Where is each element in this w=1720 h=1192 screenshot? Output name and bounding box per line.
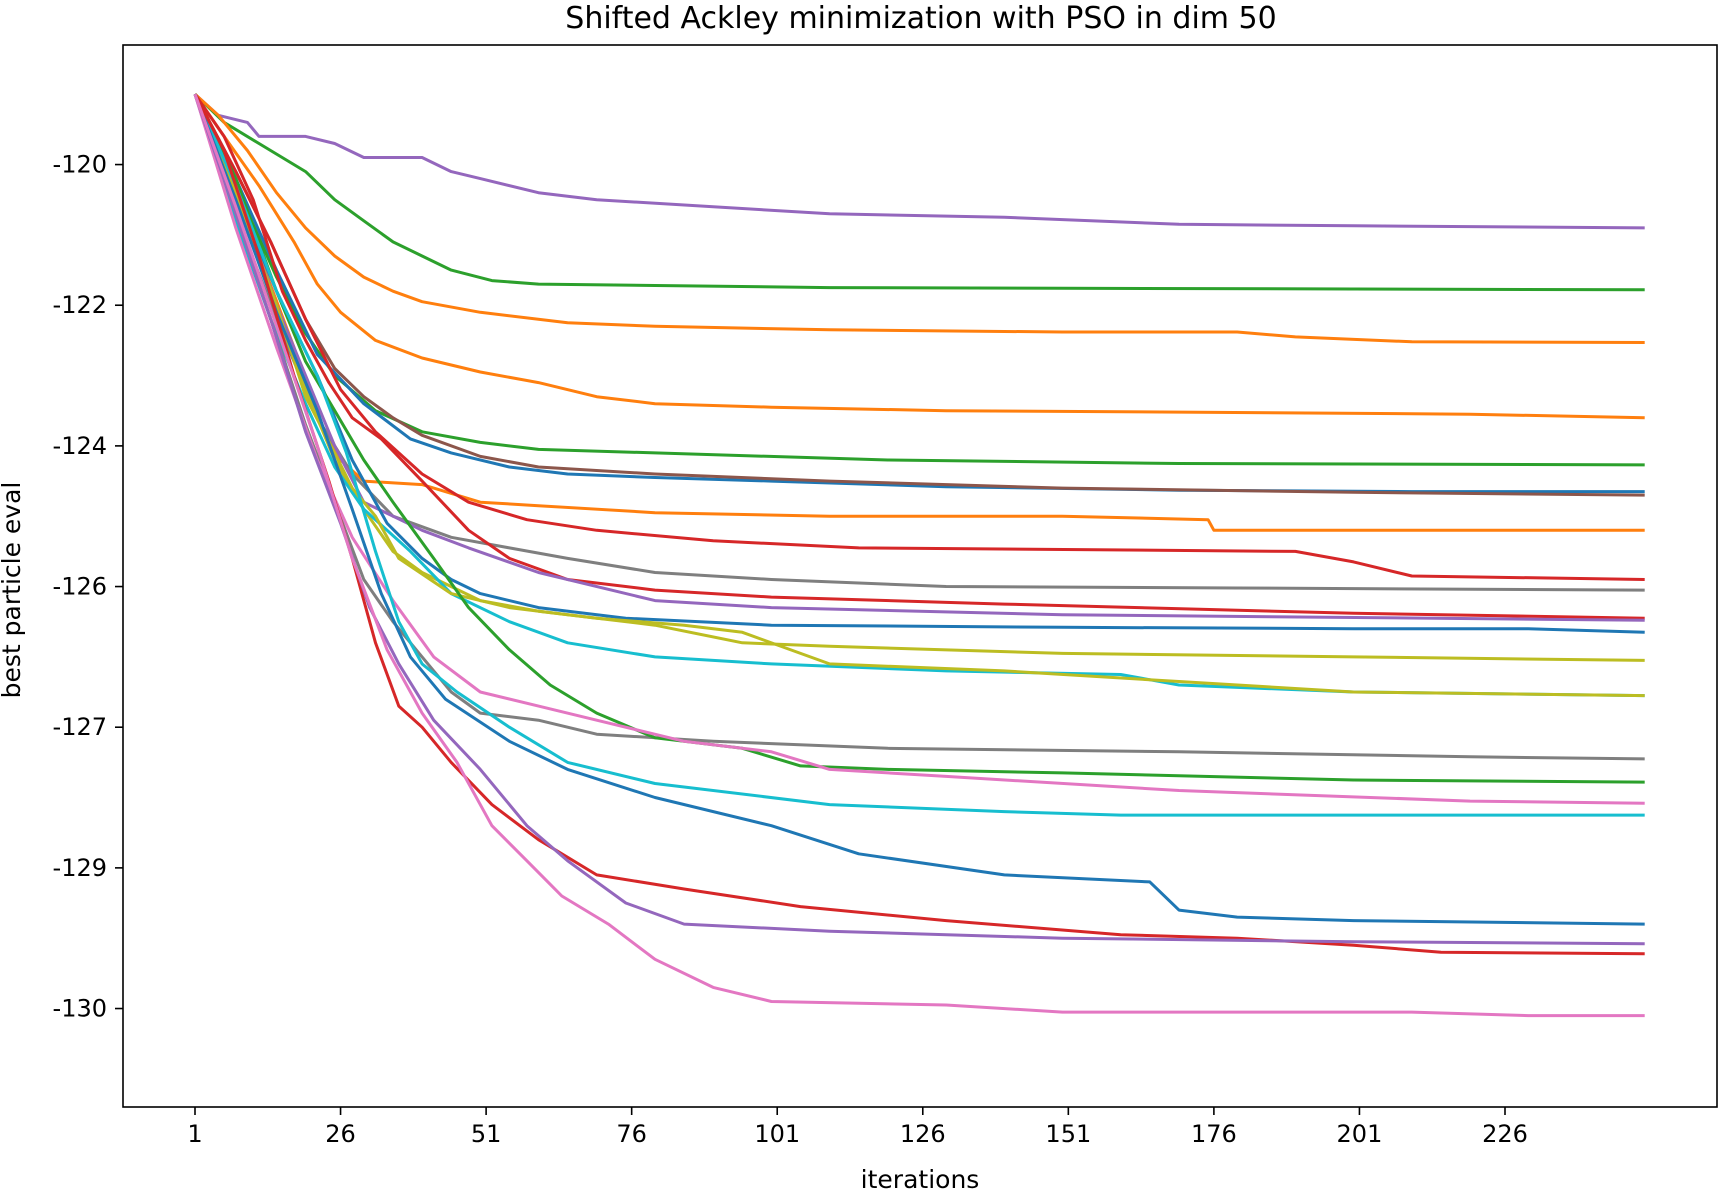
plot-frame (122, 44, 1718, 1108)
x-tick-label-1: 1 (187, 1120, 202, 1148)
series-line-4 (193, 93, 1645, 420)
y-tick-label-1: -122 (53, 291, 107, 319)
series-line-21 (193, 93, 1645, 926)
y-axis-label: best particle eval (0, 482, 26, 699)
series-line-16 (193, 93, 1645, 698)
x-axis-label: iterations (861, 1165, 980, 1192)
series-line-7 (193, 93, 1645, 497)
series-line-6 (193, 93, 1645, 494)
x-tick-label-26: 26 (325, 1120, 356, 1148)
x-tick-label-76: 76 (616, 1120, 647, 1148)
chart-title: Shifted Ackley minimization with PSO in … (565, 1, 1276, 36)
y-tick-label-0: -120 (53, 151, 107, 179)
y-tick-label-4: -127 (53, 713, 107, 741)
x-axis: 1 26 51 76 101 126 151 176 201 226 (187, 1107, 1528, 1148)
y-tick-label-3: -126 (53, 573, 107, 601)
x-tick-label-151: 151 (1045, 1120, 1091, 1148)
y-tick-label-2: -124 (53, 432, 107, 460)
x-tick-label-126: 126 (900, 1120, 946, 1148)
x-tick-label-51: 51 (471, 1120, 502, 1148)
series-line-18 (193, 93, 1645, 784)
y-axis: -120 -122 -124 -126 -127 -129 -130 (53, 151, 123, 1023)
series-line-24 (193, 93, 1645, 1018)
series-line-15 (193, 93, 1645, 698)
x-tick-label-226: 226 (1482, 1120, 1528, 1148)
series-line-1 (193, 93, 1645, 230)
series-line-12 (193, 93, 1645, 622)
series-line-2 (193, 93, 1645, 292)
series-line-11 (193, 93, 1645, 620)
x-tick-label-201: 201 (1337, 1120, 1383, 1148)
series-line-20 (193, 93, 1645, 817)
y-tick-label-5: -129 (53, 854, 107, 882)
series-line-23 (193, 93, 1645, 946)
series-layer (193, 93, 1645, 1018)
series-line-3 (193, 93, 1645, 344)
y-tick-label-6: -130 (53, 995, 107, 1023)
x-tick-label-176: 176 (1191, 1120, 1237, 1148)
x-tick-label-101: 101 (754, 1120, 800, 1148)
series-line-9 (193, 93, 1645, 581)
